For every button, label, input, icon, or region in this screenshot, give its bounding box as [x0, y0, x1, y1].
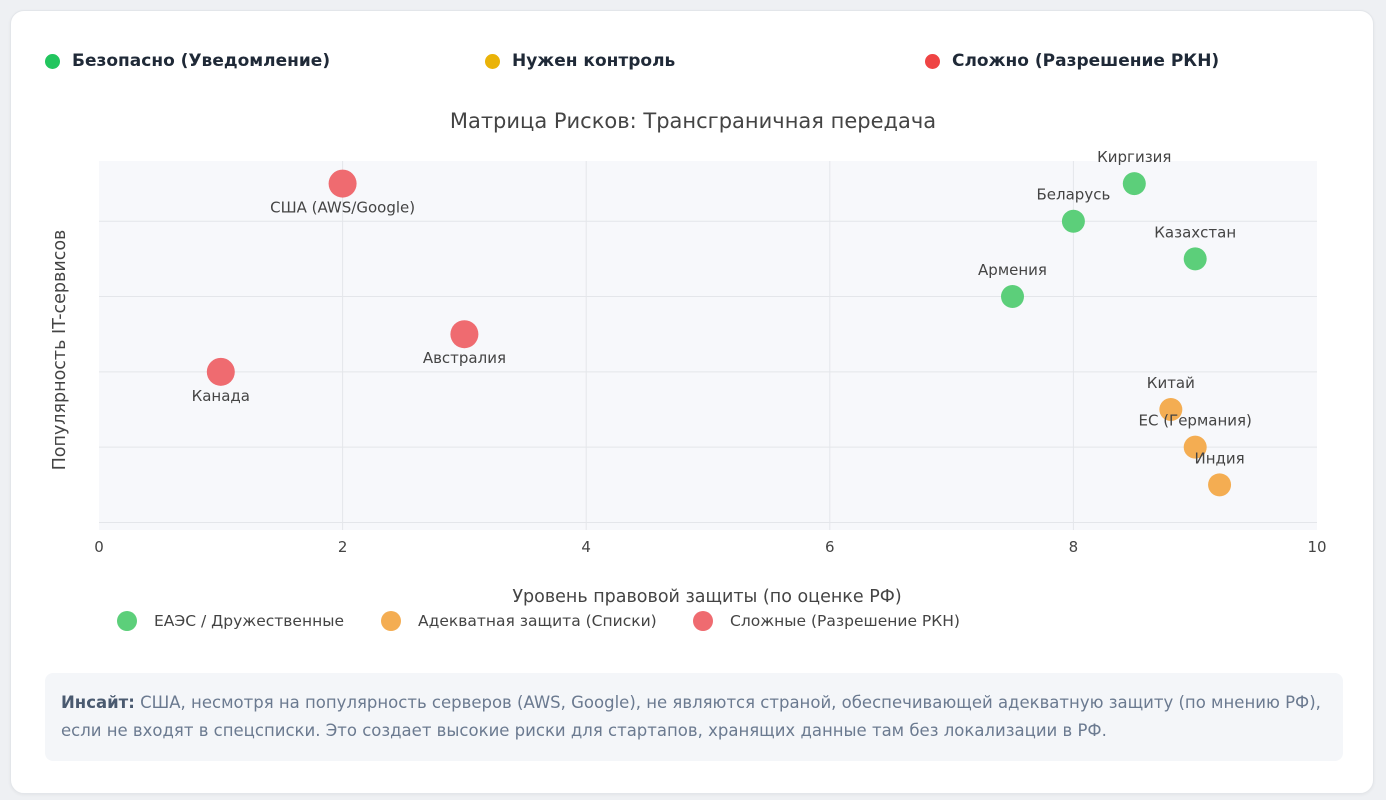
legend-label: Сложные (Разрешение РКН)	[730, 612, 960, 630]
data-point	[206, 357, 235, 386]
risk-legend-hard-label: Сложно (Разрешение РКН)	[952, 51, 1220, 71]
legend-marker	[693, 611, 713, 631]
x-tick-label: 4	[581, 538, 591, 556]
risk-legend-hard: Сложно (Разрешение РКН)	[925, 51, 1219, 71]
point-label: ЕС (Германия)	[1138, 412, 1251, 430]
risk-legend: Безопасно (Уведомление) Нужен контроль С…	[45, 51, 1345, 75]
data-point	[450, 320, 479, 349]
point-label: Индия	[1194, 449, 1244, 467]
x-tick-label: 0	[94, 538, 104, 556]
yellow-dot-icon	[485, 53, 500, 69]
x-tick-label: 8	[1069, 538, 1079, 556]
chart-title: Матрица Рисков: Трансграничная передача	[450, 109, 936, 133]
point-label: Армения	[978, 261, 1047, 279]
data-point	[1183, 435, 1207, 459]
insight-prefix: Инсайт:	[61, 693, 135, 712]
chart-card: Безопасно (Уведомление) Нужен контроль С…	[10, 10, 1374, 794]
series-legend: ЕАЭС / Дружественные Адекватная защита (С…	[117, 611, 960, 631]
risk-legend-safe-label: Безопасно (Уведомление)	[72, 51, 331, 71]
scatter-chart-svg: Матрица Рисков: Трансграничная передача …	[50, 109, 1327, 631]
risk-legend-control-label: Нужен контроль	[512, 51, 676, 71]
data-point	[328, 169, 357, 198]
legend-label: ЕАЭС / Дружественные	[154, 612, 344, 630]
insight-text: США, несмотря на популярность серверов (…	[61, 693, 1321, 740]
data-point	[1061, 209, 1085, 233]
green-dot-icon	[45, 53, 60, 69]
data-point	[1159, 398, 1183, 422]
x-tick-label: 2	[338, 538, 348, 556]
data-point	[1208, 473, 1232, 497]
risk-legend-control: Нужен контроль	[485, 51, 675, 71]
x-tick-label: 6	[825, 538, 835, 556]
x-axis-ticks: 0 2 4 6 8 10	[94, 538, 1326, 556]
point-label: Киргизия	[1097, 148, 1171, 166]
gridlines	[99, 161, 1317, 530]
data-points: Киргизия Беларусь Казахстан Армения Китай ЕС …	[192, 148, 1252, 497]
data-point	[1183, 247, 1207, 271]
legend-marker	[381, 611, 401, 631]
point-label: Китай	[1147, 374, 1195, 392]
red-dot-icon	[925, 53, 940, 69]
risk-legend-safe: Безопасно (Уведомление)	[45, 51, 330, 71]
plot-area	[99, 161, 1317, 530]
point-label: Австралия	[423, 349, 506, 367]
legend-marker	[117, 611, 137, 631]
point-label: США (AWS/Google)	[270, 199, 415, 217]
data-point	[1122, 172, 1146, 196]
scatter-chart: Матрица Рисков: Трансграничная передача …	[11, 106, 1375, 651]
point-label: Беларусь	[1037, 186, 1111, 204]
point-label: Казахстан	[1154, 223, 1236, 241]
point-label: Канада	[192, 387, 250, 405]
x-tick-label: 10	[1307, 538, 1326, 556]
legend-label: Адекватная защита (Списки)	[418, 612, 657, 630]
insight-box: Инсайт: США, несмотря на популярность се…	[45, 673, 1343, 761]
data-point	[1001, 285, 1024, 309]
x-axis-label: Уровень правовой защиты (по оценке РФ)	[512, 587, 901, 607]
y-axis-label: Популярность IT-сервисов	[50, 230, 70, 471]
